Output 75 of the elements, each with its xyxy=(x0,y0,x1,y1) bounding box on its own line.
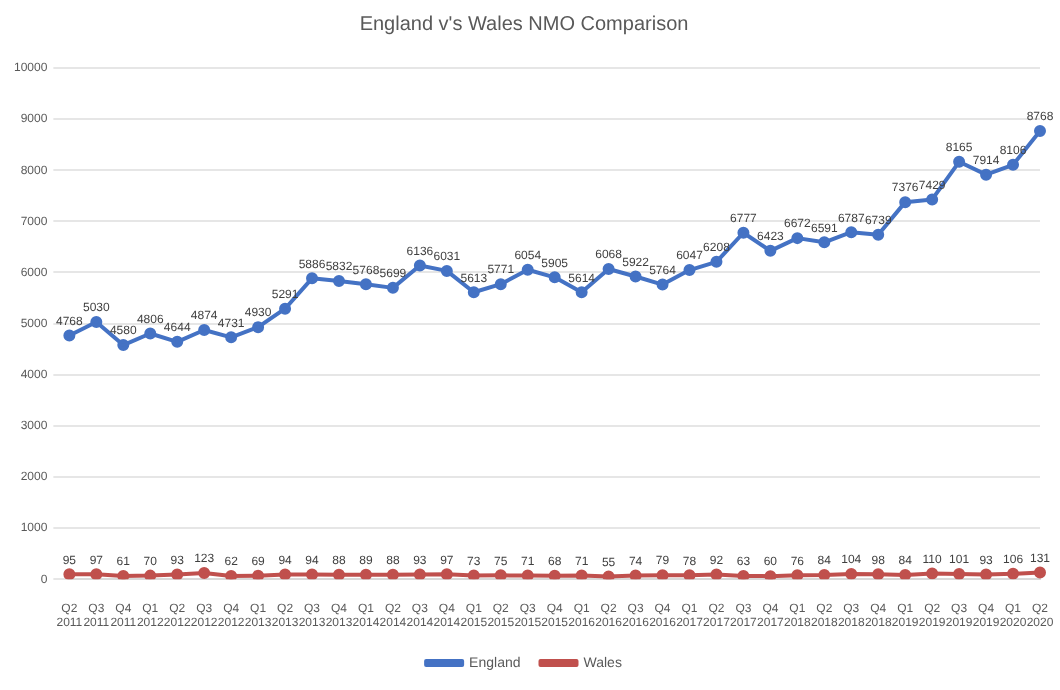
point xyxy=(171,568,184,580)
point xyxy=(332,568,345,580)
point xyxy=(548,569,561,580)
point xyxy=(629,569,642,580)
point xyxy=(117,339,130,352)
point xyxy=(225,331,238,344)
point xyxy=(359,568,372,580)
point xyxy=(252,569,265,580)
point xyxy=(953,568,966,580)
point xyxy=(279,568,292,580)
point xyxy=(980,568,993,580)
point xyxy=(386,568,399,580)
point xyxy=(872,568,885,580)
point xyxy=(926,567,939,580)
point xyxy=(899,568,912,580)
point xyxy=(737,569,750,580)
point xyxy=(629,270,642,283)
point xyxy=(225,570,238,580)
point xyxy=(980,168,993,181)
point xyxy=(440,264,453,277)
point xyxy=(791,232,804,245)
point xyxy=(548,271,561,284)
point xyxy=(764,570,777,580)
point xyxy=(521,569,534,580)
point xyxy=(602,263,615,275)
point xyxy=(602,570,615,580)
point xyxy=(764,244,777,257)
point xyxy=(117,570,130,580)
point xyxy=(144,327,157,340)
point xyxy=(656,278,669,291)
point xyxy=(359,278,372,291)
point xyxy=(953,155,966,168)
point xyxy=(710,568,723,580)
point xyxy=(1034,566,1046,579)
point xyxy=(413,568,426,580)
point xyxy=(575,286,588,299)
point xyxy=(198,324,211,337)
point xyxy=(1034,124,1046,137)
point xyxy=(818,236,831,249)
point xyxy=(440,568,453,580)
point xyxy=(1007,567,1020,580)
point xyxy=(279,302,292,315)
point xyxy=(872,228,885,241)
point xyxy=(683,264,696,277)
chart-title: England v's Wales NMO Comparison xyxy=(359,13,689,36)
point xyxy=(90,568,103,580)
point xyxy=(144,569,157,580)
point xyxy=(332,275,345,288)
point xyxy=(791,569,804,580)
point xyxy=(575,569,588,580)
point xyxy=(656,569,669,580)
point xyxy=(386,281,399,294)
point xyxy=(683,569,696,580)
point xyxy=(818,568,831,580)
point xyxy=(737,226,750,239)
point xyxy=(467,569,480,580)
point xyxy=(252,321,265,334)
point xyxy=(1007,158,1020,171)
point xyxy=(171,335,184,348)
point xyxy=(90,316,103,329)
point xyxy=(306,272,319,285)
point xyxy=(845,567,858,580)
point xyxy=(845,226,858,239)
point xyxy=(494,569,507,580)
point xyxy=(63,568,76,580)
point xyxy=(710,255,723,268)
point xyxy=(521,263,534,276)
point xyxy=(306,568,319,580)
point xyxy=(899,196,912,209)
point xyxy=(413,259,426,272)
point xyxy=(198,566,211,579)
point xyxy=(63,329,76,342)
point xyxy=(494,278,507,291)
point xyxy=(467,286,480,299)
point xyxy=(926,193,939,206)
